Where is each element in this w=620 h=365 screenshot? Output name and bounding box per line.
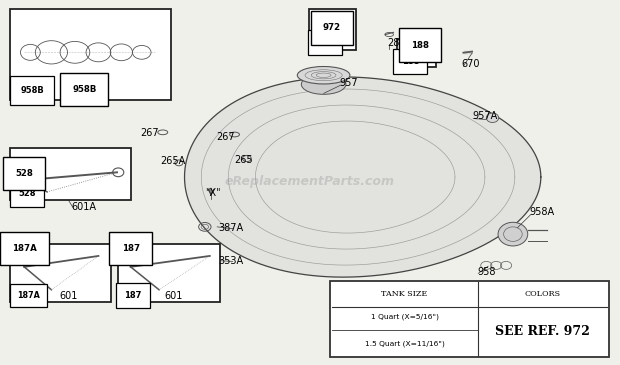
Text: 601: 601 [165,291,183,301]
Text: 187: 187 [122,244,140,253]
Text: 187A: 187A [12,244,37,253]
Text: 284: 284 [388,38,406,47]
FancyBboxPatch shape [10,147,131,200]
Text: 958A: 958A [529,207,555,217]
Polygon shape [185,77,541,277]
Text: 528: 528 [18,189,35,198]
FancyBboxPatch shape [10,9,172,100]
Ellipse shape [298,66,350,84]
Ellipse shape [498,222,528,246]
Ellipse shape [301,74,346,94]
Text: "X": "X" [205,188,221,198]
Text: 267: 267 [140,128,159,138]
FancyBboxPatch shape [309,9,356,50]
Text: 265A: 265A [161,157,185,166]
Text: TANK SIZE: TANK SIZE [381,291,428,299]
Ellipse shape [486,113,498,123]
Text: 187A: 187A [17,291,40,300]
FancyBboxPatch shape [118,244,219,302]
Text: 957: 957 [340,77,358,88]
Text: SEE REF. 972: SEE REF. 972 [495,325,590,338]
Text: 265: 265 [234,155,253,165]
Text: 1 Quart (X=5/16"): 1 Quart (X=5/16") [371,314,438,320]
Text: 353A: 353A [218,255,244,266]
Text: 972: 972 [322,23,341,32]
Text: 188: 188 [402,57,419,66]
FancyBboxPatch shape [10,244,112,302]
Text: 958B: 958B [72,85,96,94]
Text: 188: 188 [411,41,429,50]
Text: 670: 670 [461,59,480,69]
Text: 187: 187 [125,291,142,300]
Text: 267: 267 [216,132,234,142]
Text: 528: 528 [16,169,33,178]
Text: 958: 958 [477,266,495,277]
Text: COLORS: COLORS [524,291,560,299]
Text: 601: 601 [60,291,78,301]
Text: eReplacementParts.com: eReplacementParts.com [225,175,395,188]
Text: 972: 972 [316,38,334,47]
Text: 1.5 Quart (X=11/16"): 1.5 Quart (X=11/16") [365,340,445,346]
FancyBboxPatch shape [330,281,609,357]
Text: 601A: 601A [72,202,97,212]
Text: 387A: 387A [218,223,244,233]
Text: 958B: 958B [20,86,44,95]
FancyBboxPatch shape [397,39,436,67]
Text: 957A: 957A [472,111,497,121]
